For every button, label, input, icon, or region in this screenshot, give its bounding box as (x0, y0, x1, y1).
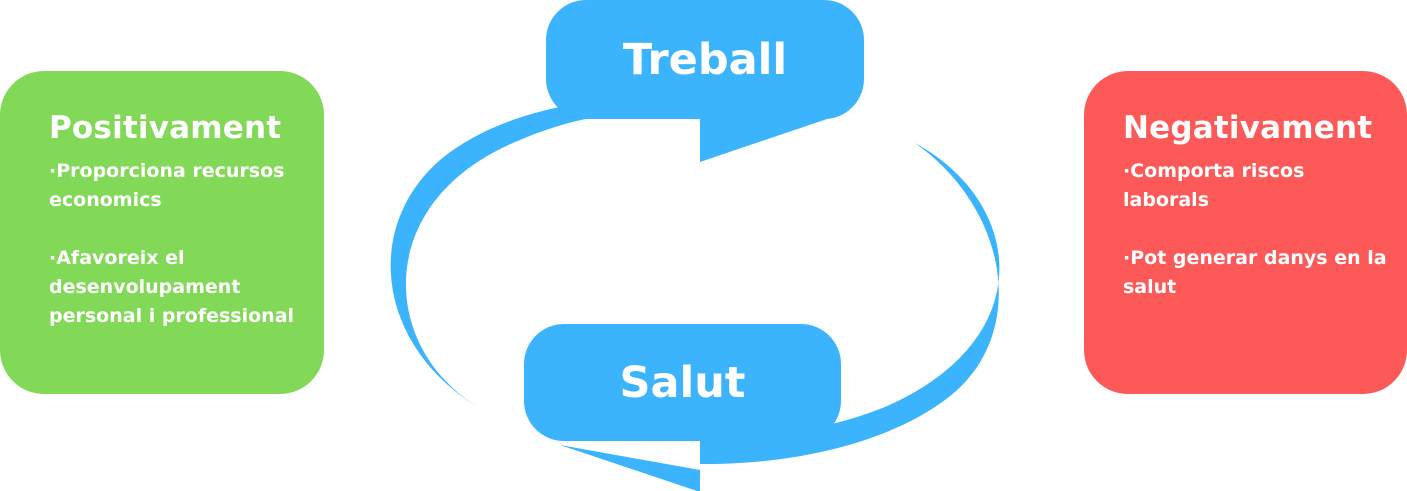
work-label: Treball (622, 34, 788, 85)
positive-title: Positivament (49, 110, 282, 146)
positive-item: ·Proporciona recursos economics (49, 160, 285, 211)
right-cycle-arrow (560, 143, 1000, 491)
work-bubble: Treball (546, 0, 864, 119)
positive-item: ·Afavoreix el desenvolupament personal i… (49, 247, 295, 327)
health-bubble: Salut (524, 324, 841, 441)
negative-item: ·Comporta riscos laborals (1123, 160, 1305, 211)
health-label: Salut (619, 357, 746, 408)
negative-item: ·Pot generar danys en la salut (1123, 247, 1387, 298)
positive-box: Positivament ·Proporciona recursos econo… (0, 71, 324, 394)
negative-box: Negativament ·Comporta riscos laborals ·… (1084, 71, 1407, 394)
negative-title: Negativament (1123, 110, 1373, 146)
left-cycle-arrow (390, 98, 830, 408)
